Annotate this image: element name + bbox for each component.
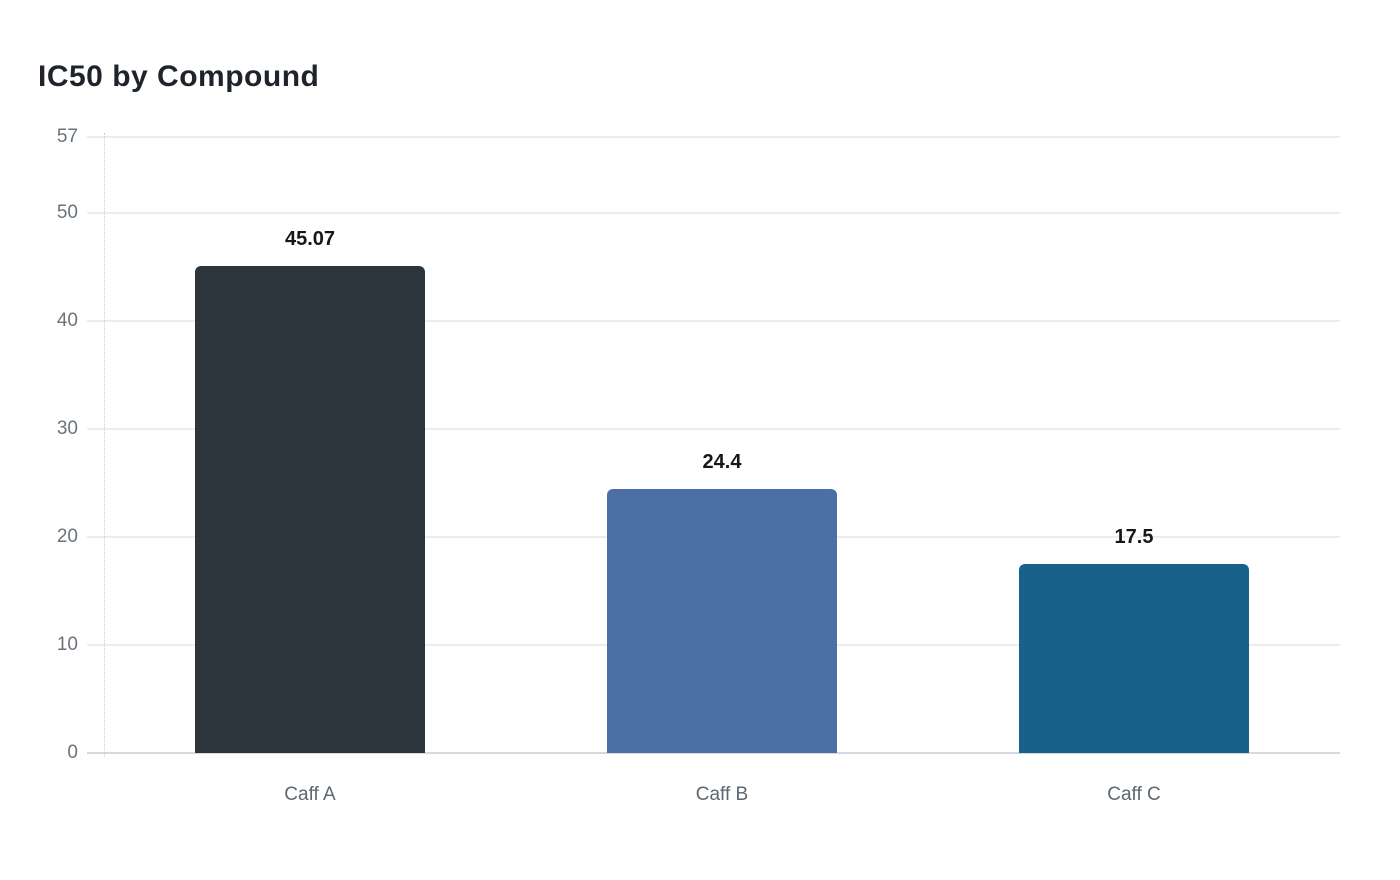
- x-tick-label-caff-a: Caff A: [284, 784, 336, 805]
- bar-caff-c[interactable]: [1019, 563, 1249, 753]
- x-tick-label-caff-b: Caff B: [695, 784, 749, 805]
- bar-value-label-caff-a: 45.07: [284, 227, 336, 250]
- bar-caff-b[interactable]: [607, 489, 837, 753]
- y-tick-label: 57: [56, 126, 78, 147]
- gridline: [87, 319, 1340, 322]
- y-tick-label: 20: [56, 525, 78, 547]
- y-axis-line: [104, 133, 105, 757]
- y-tick-label: 50: [56, 201, 78, 223]
- x-tick-label-caff-c: Caff C: [1107, 784, 1161, 805]
- gridline: [87, 136, 1340, 138]
- bar-value-label-caff-c: 17.5: [1114, 525, 1154, 548]
- gridline: [87, 211, 1340, 214]
- bar-caff-a[interactable]: [195, 265, 425, 753]
- chart-title: IC50 by Compound: [38, 60, 320, 93]
- x-axis-baseline: [87, 752, 1340, 754]
- gridline: [87, 427, 1340, 430]
- y-tick-label: 10: [56, 633, 78, 655]
- bar-value-label-caff-b: 24.4: [702, 451, 742, 474]
- y-tick-label: 30: [56, 417, 78, 439]
- y-tick-label: 40: [56, 309, 78, 331]
- y-tick-label: 0: [67, 742, 78, 763]
